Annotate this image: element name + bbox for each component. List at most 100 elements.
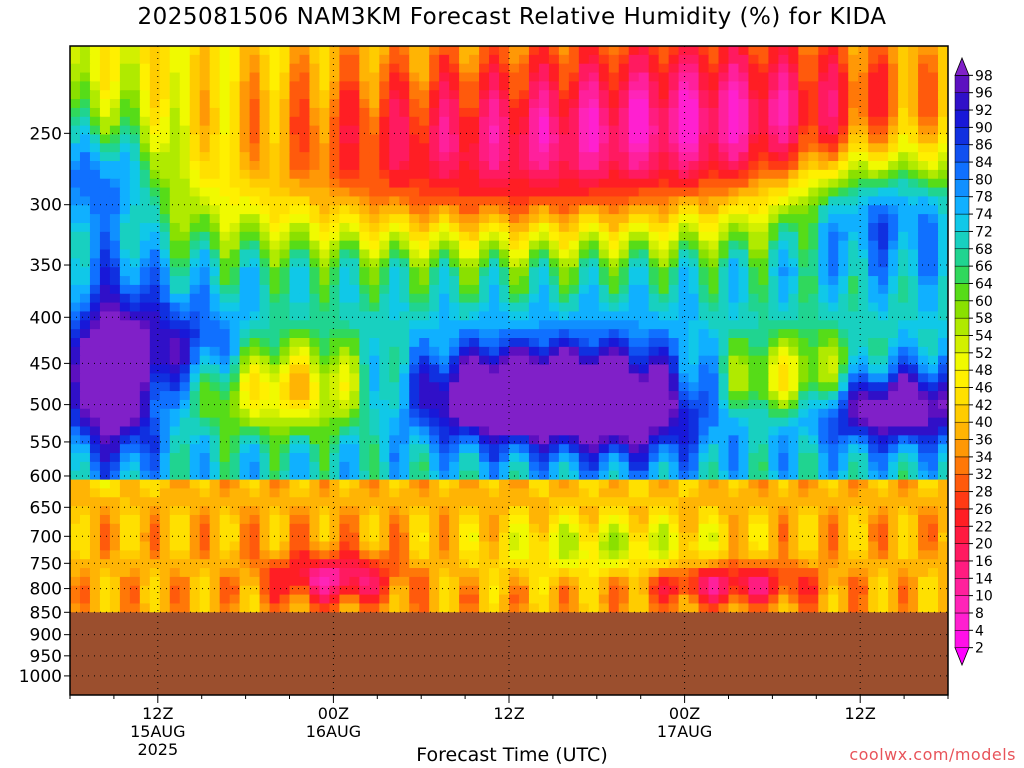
colorbar-label-8: 8 — [975, 606, 984, 622]
colorbar-segment — [954, 456, 970, 475]
colorbar-segment — [954, 144, 970, 163]
y-tick-label-800: 800 — [30, 580, 62, 600]
colorbar-segment — [954, 213, 970, 232]
y-tick-label-400: 400 — [30, 308, 62, 328]
colorbar-label-84: 84 — [975, 155, 993, 171]
colorbar-segment — [954, 352, 970, 371]
colorbar-segment — [954, 647, 970, 667]
x-tick-label: 16AUG — [306, 722, 361, 741]
colorbar-label-74: 74 — [975, 207, 993, 223]
colorbar-segment — [954, 369, 970, 388]
colorbar-label-28: 28 — [975, 485, 993, 501]
colorbar-label-42: 42 — [975, 398, 993, 414]
colorbar-label-80: 80 — [975, 172, 993, 188]
x-tick-label: 2025 — [137, 740, 178, 759]
colorbar-segment — [954, 491, 970, 510]
colorbar-label-98: 98 — [975, 68, 993, 84]
y-tick-label-650: 650 — [30, 498, 62, 518]
colorbar-label-68: 68 — [975, 242, 993, 258]
y-tick-label-350: 350 — [30, 256, 62, 276]
colorbar-label-2: 2 — [975, 641, 984, 657]
colorbar-segment — [954, 231, 970, 250]
colorbar-label-92: 92 — [975, 103, 993, 119]
colorbar-label-96: 96 — [975, 86, 993, 102]
colorbar-segment — [954, 56, 970, 76]
colorbar-label-14: 14 — [975, 571, 993, 587]
colorbar-segment — [954, 248, 970, 267]
colorbar-segment — [954, 595, 970, 614]
colorbar-segment — [954, 179, 970, 197]
colorbar-segment — [954, 473, 970, 492]
colorbar-label-64: 64 — [975, 276, 993, 292]
y-tick-label-1000: 1000 — [19, 667, 62, 687]
grid-lines — [70, 46, 948, 695]
colorbar-segment — [954, 161, 970, 180]
colorbar-segment — [954, 127, 970, 145]
y-tick-label-700: 700 — [30, 527, 62, 547]
colorbar-label-48: 48 — [975, 363, 993, 379]
y-tick-label-500: 500 — [30, 396, 62, 416]
x-tick-label: 12Z — [142, 704, 173, 723]
colorbar-segment — [954, 560, 970, 579]
colorbar-segment — [954, 317, 970, 336]
colorbar-segment — [954, 421, 970, 440]
colorbar-segment — [954, 612, 970, 631]
colorbar-label-90: 90 — [975, 120, 993, 136]
colorbar: 2481014162022262832343640424648525458606… — [954, 56, 993, 667]
colorbar-segment — [954, 578, 970, 596]
x-axis-title: Forecast Time (UTC) — [416, 744, 608, 766]
x-tick-label: 17AUG — [657, 722, 712, 741]
y-tick-label-300: 300 — [30, 196, 62, 216]
y-tick-label-900: 900 — [30, 626, 62, 646]
y-tick-label-450: 450 — [30, 354, 62, 374]
y-tick-label-950: 950 — [30, 647, 62, 667]
colorbar-label-36: 36 — [975, 433, 993, 449]
colorbar-label-58: 58 — [975, 311, 993, 327]
colorbar-label-16: 16 — [975, 554, 993, 570]
colorbar-label-4: 4 — [975, 623, 984, 639]
colorbar-segment — [954, 75, 970, 93]
below-ground-mask — [70, 612, 948, 695]
colorbar-segment — [954, 283, 970, 302]
colorbar-segment — [954, 508, 970, 527]
y-tick-label-600: 600 — [30, 467, 62, 487]
source-credit: coolwx.com/models — [849, 745, 1016, 764]
colorbar-label-32: 32 — [975, 467, 993, 483]
colorbar-segment — [954, 109, 970, 128]
x-tick-label: 00Z — [669, 704, 700, 723]
x-tick-label: 12Z — [845, 704, 876, 723]
colorbar-label-72: 72 — [975, 224, 993, 240]
colorbar-label-66: 66 — [975, 259, 993, 275]
y-tick-label-750: 750 — [30, 554, 62, 574]
colorbar-segment — [954, 265, 970, 284]
colorbar-segment — [954, 196, 970, 215]
colorbar-segment — [954, 335, 970, 354]
colorbar-label-22: 22 — [975, 519, 993, 535]
colorbar-label-34: 34 — [975, 450, 993, 466]
colorbar-segment — [954, 92, 970, 111]
colorbar-segment — [954, 404, 970, 423]
colorbar-label-10: 10 — [975, 589, 993, 605]
chart-title: 2025081506 NAM3KM Forecast Relative Humi… — [137, 4, 887, 30]
y-tick-label-550: 550 — [30, 433, 62, 453]
colorbar-segment — [954, 439, 970, 458]
y-tick-label-850: 850 — [30, 603, 62, 623]
x-tick-label: 12Z — [493, 704, 524, 723]
colorbar-label-60: 60 — [975, 294, 993, 310]
colorbar-label-54: 54 — [975, 328, 993, 344]
y-tick-label-250: 250 — [30, 124, 62, 144]
y-axis: 250 300 350 400 450 500 550 600 650 700 750 800 850 9… — [19, 124, 70, 687]
colorbar-label-86: 86 — [975, 138, 993, 154]
colorbar-segment — [954, 387, 970, 406]
colorbar-label-20: 20 — [975, 537, 993, 553]
rh-field — [70, 46, 948, 613]
colorbar-segment — [954, 543, 970, 562]
colorbar-segment — [954, 630, 970, 648]
colorbar-label-52: 52 — [975, 346, 993, 362]
colorbar-label-40: 40 — [975, 415, 993, 431]
colorbar-label-46: 46 — [975, 381, 993, 397]
colorbar-label-78: 78 — [975, 190, 993, 206]
colorbar-segment — [954, 526, 970, 544]
